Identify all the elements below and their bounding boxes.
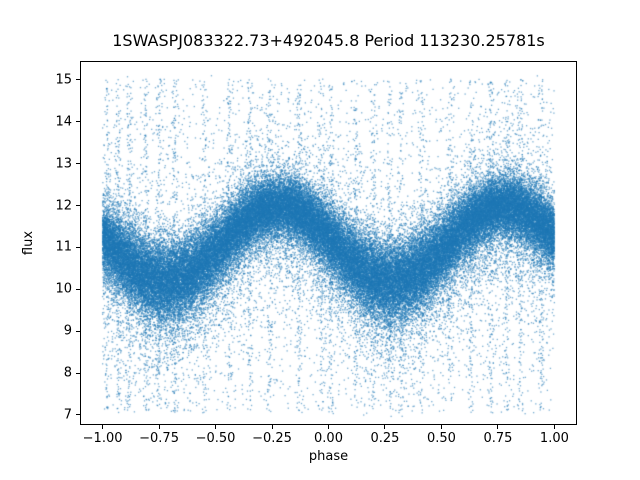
x-tick-mark <box>328 425 329 429</box>
y-tick-mark <box>76 330 80 332</box>
x-tick-mark <box>440 425 442 429</box>
x-tick-label: −0.50 <box>195 431 236 446</box>
y-tick-label: 7 <box>63 407 72 423</box>
y-tick-label: 8 <box>63 365 72 381</box>
x-tick-label: −0.75 <box>139 431 179 446</box>
y-tick-label: 10 <box>55 281 72 297</box>
x-tick-mark <box>553 425 555 429</box>
axes-frame <box>80 61 577 425</box>
x-tick-mark <box>215 425 217 429</box>
x-tick-mark <box>384 425 386 429</box>
x-axis-label: phase <box>308 449 349 464</box>
y-tick-label: 13 <box>55 156 72 172</box>
y-tick-mark <box>76 163 80 165</box>
y-tick-label: 11 <box>55 239 72 255</box>
x-tick-mark <box>271 425 273 429</box>
x-tick-label: 0.75 <box>483 431 513 446</box>
x-tick-label: 0.25 <box>370 431 400 446</box>
x-tick-mark <box>158 425 160 429</box>
y-tick-label: 12 <box>55 198 72 213</box>
y-tick-mark <box>76 372 80 374</box>
x-tick-label: −1.00 <box>82 431 123 446</box>
y-tick-mark <box>76 79 80 81</box>
scatter-points-canvas <box>80 61 577 425</box>
chart-title: 1SWASPJ083322.73+492045.8 Period 113230.… <box>112 31 545 50</box>
y-tick-mark <box>76 246 80 248</box>
y-tick-label: 14 <box>55 114 72 130</box>
y-tick-mark <box>76 121 80 123</box>
y-tick-mark <box>76 414 80 416</box>
y-tick-label: 15 <box>55 72 72 88</box>
x-tick-mark <box>497 425 499 429</box>
x-tick-label: 1.00 <box>539 431 569 446</box>
x-tick-label: 0.00 <box>314 431 343 446</box>
x-tick-mark <box>102 425 104 429</box>
x-tick-label: −0.25 <box>252 431 292 446</box>
y-axis-label: flux <box>21 230 36 256</box>
y-tick-label: 9 <box>63 323 72 339</box>
x-tick-label: 0.50 <box>426 431 456 446</box>
y-tick-mark <box>76 288 80 290</box>
y-tick-mark <box>76 205 80 206</box>
